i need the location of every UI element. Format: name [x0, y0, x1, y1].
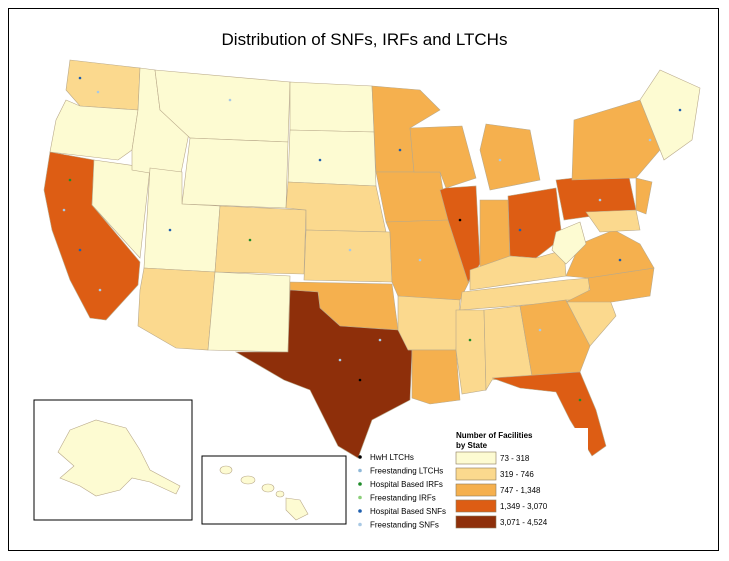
- state-mississippi: [455, 309, 487, 395]
- point-legend-swatch: [358, 468, 362, 473]
- state-nevada: [91, 159, 151, 259]
- point-legend-label: Freestanding IRFs: [370, 494, 436, 503]
- state-hawaii: [219, 465, 309, 521]
- state-louisiana: [408, 349, 461, 405]
- state-washington: [65, 59, 141, 111]
- state-texas: [234, 289, 413, 459]
- facility-point: [398, 148, 402, 152]
- class-legend-label: 319 - 746: [500, 470, 534, 479]
- class-legend-swatch: [455, 483, 497, 497]
- facility-point: [338, 358, 342, 362]
- facility-point: [96, 90, 100, 94]
- class-legend: 73 - 318 319 - 746 747 - 1,348 1,349 - 3,07…: [455, 451, 548, 529]
- state-illinois: [439, 185, 481, 283]
- class-legend-swatch: [455, 499, 497, 513]
- facility-point: [78, 248, 82, 252]
- class-legend-swatch: [455, 451, 497, 465]
- facility-point: [98, 288, 102, 292]
- facility-point: [648, 138, 652, 142]
- state-north-dakota: [289, 81, 375, 133]
- state-new-mexico: [207, 271, 291, 353]
- class-legend-label: 3,071 - 4,524: [500, 518, 548, 527]
- state-georgia: [519, 299, 591, 377]
- facility-point: [468, 338, 472, 342]
- state-arkansas: [397, 295, 461, 351]
- facility-point: [538, 328, 542, 332]
- facility-point: [318, 158, 322, 162]
- state-kansas: [303, 229, 393, 283]
- state-alaska: [57, 419, 181, 497]
- facility-point: [418, 258, 422, 262]
- us-map: [43, 59, 701, 459]
- class-legend-label: 747 - 1,348: [500, 486, 541, 495]
- state-arizona: [137, 267, 216, 351]
- state-colorado: [214, 205, 307, 275]
- point-legend-swatch: [358, 522, 362, 527]
- facility-point: [598, 198, 602, 202]
- state-new-jersey: [635, 177, 653, 215]
- state-michigan: [479, 123, 541, 191]
- state-maryland: [585, 209, 641, 233]
- point-legend-swatch: [358, 482, 362, 486]
- state-wyoming: [181, 137, 289, 209]
- facility-point: [248, 238, 252, 242]
- point-legend-label: HwH LTCHs: [370, 453, 414, 462]
- class-legend-label: 1,349 - 3,070: [500, 502, 548, 511]
- facility-point: [168, 228, 172, 232]
- point-legend: HwH LTCHs Freestanding LTCHs Hospital Base…: [358, 453, 446, 530]
- facility-point: [498, 158, 502, 162]
- facility-point: [62, 208, 66, 212]
- state-oregon: [49, 99, 139, 161]
- point-legend-label: Freestanding LTCHs: [370, 467, 443, 476]
- facility-points: [62, 76, 682, 402]
- facility-point: [358, 378, 362, 382]
- point-legend-swatch: [358, 509, 362, 513]
- point-legend-label: Freestanding SNFs: [370, 521, 439, 530]
- map-title: Distribution of SNFs, IRFs and LTCHs: [221, 30, 508, 49]
- state-west-virginia: [551, 221, 587, 265]
- facility-point: [518, 228, 522, 232]
- facility-point: [458, 218, 462, 222]
- facility-point: [348, 248, 352, 252]
- state-florida: [491, 371, 607, 457]
- state-south-dakota: [287, 129, 377, 187]
- point-legend-label: Hospital Based SNFs: [370, 507, 446, 516]
- state-iowa: [375, 171, 449, 223]
- class-legend-swatch: [455, 515, 497, 529]
- class-legend-swatch: [455, 467, 497, 481]
- facility-point: [618, 258, 622, 262]
- state-new-york: [571, 99, 661, 181]
- facility-point: [678, 108, 682, 112]
- point-legend-label: Hospital Based IRFs: [370, 480, 443, 489]
- class-legend-heading-1: Number of Facilities: [456, 431, 533, 440]
- class-legend-label: 73 - 318: [500, 454, 530, 463]
- facility-point: [68, 178, 72, 182]
- state-ohio: [507, 187, 563, 259]
- point-legend-swatch: [358, 495, 362, 500]
- state-new-england: [639, 69, 701, 161]
- facility-point: [378, 338, 382, 342]
- point-legend-swatch: [358, 455, 362, 459]
- facility-point: [578, 398, 582, 402]
- class-legend-heading-2: by State: [456, 441, 488, 450]
- facility-point: [78, 76, 82, 80]
- facility-point: [228, 98, 232, 102]
